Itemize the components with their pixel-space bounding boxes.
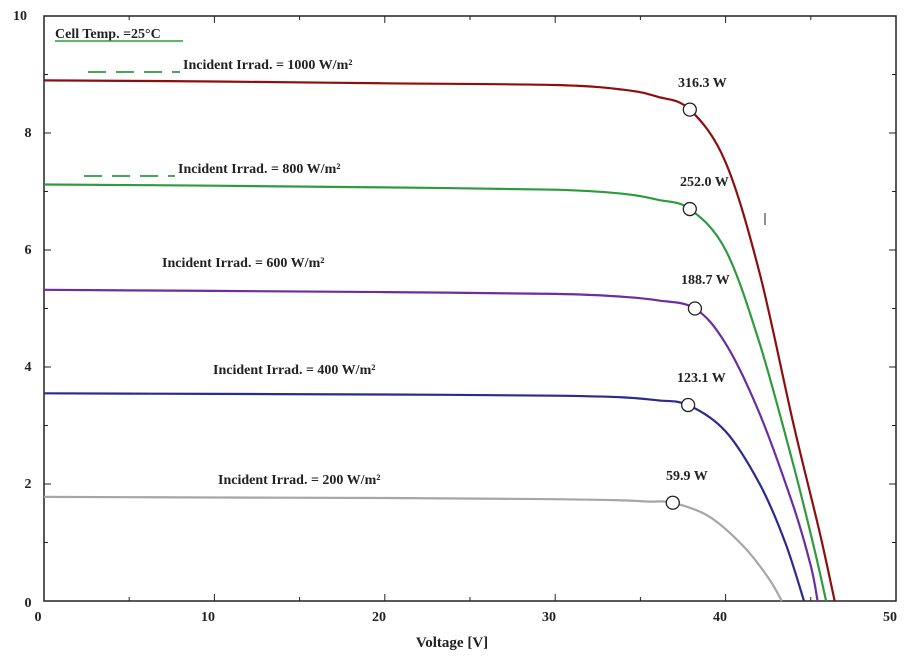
axis-ticks	[43, 15, 897, 602]
mpp-marker-200	[665, 495, 680, 510]
x-tick-label-40: 40	[713, 610, 727, 625]
x-tick-label-10: 10	[201, 610, 215, 625]
y-tick-label-10: 10	[13, 9, 27, 24]
mpp-marker-600	[687, 301, 703, 316]
condition-label: Cell Temp. =25°C	[55, 27, 161, 42]
x-tick-label-0: 0	[35, 610, 42, 625]
y-tick-labels: 0 2 4 6 8 10	[13, 9, 32, 611]
x-tick-label-20: 20	[372, 610, 386, 625]
y-tick-label-0: 0	[25, 596, 32, 611]
x-tick-labels: 0 10 20 30 40 50	[35, 610, 898, 625]
mpp-label-400: 123.1 W	[677, 371, 726, 386]
mpp-marker-1000	[682, 102, 697, 117]
x-tick-label-50: 50	[883, 610, 897, 625]
series-labels: Incident Irrad. = 1000 W/m² Incident Irr…	[84, 58, 730, 488]
y-tick-label-8: 8	[25, 126, 32, 141]
iv-curve-400	[43, 392, 806, 602]
series-label-200: Incident Irrad. = 200 W/m²	[218, 473, 380, 488]
mpp-markers	[665, 102, 703, 510]
y-tick-label-4: 4	[25, 360, 32, 375]
y-tick-label-6: 6	[25, 243, 32, 258]
series-label-1000: Incident Irrad. = 1000 W/m²	[183, 58, 352, 73]
series-curves	[43, 79, 836, 602]
mpp-marker-800	[682, 201, 697, 217]
iv-curve-800	[43, 183, 828, 602]
x-tick-label-30: 30	[542, 610, 556, 625]
mpp-label-800: 252.0 W	[680, 175, 729, 190]
series-label-800: Incident Irrad. = 800 W/m²	[178, 162, 340, 177]
mpp-label-200: 59.9 W	[666, 469, 708, 484]
iv-curve-600	[43, 288, 819, 602]
series-label-400: Incident Irrad. = 400 W/m²	[213, 363, 375, 378]
condition-label-group: Cell Temp. =25°C	[55, 27, 183, 42]
y-tick-label-2: 2	[25, 477, 32, 492]
iv-curve-1000	[43, 79, 836, 602]
mpp-label-600: 188.7 W	[681, 273, 730, 288]
series-label-600: Incident Irrad. = 600 W/m²	[162, 256, 324, 271]
mpp-marker-400	[680, 397, 696, 413]
mpp-label-1000: 316.3 W	[678, 76, 727, 91]
x-axis-label: Voltage [V]	[416, 635, 488, 651]
iv-curve-200	[43, 495, 783, 602]
